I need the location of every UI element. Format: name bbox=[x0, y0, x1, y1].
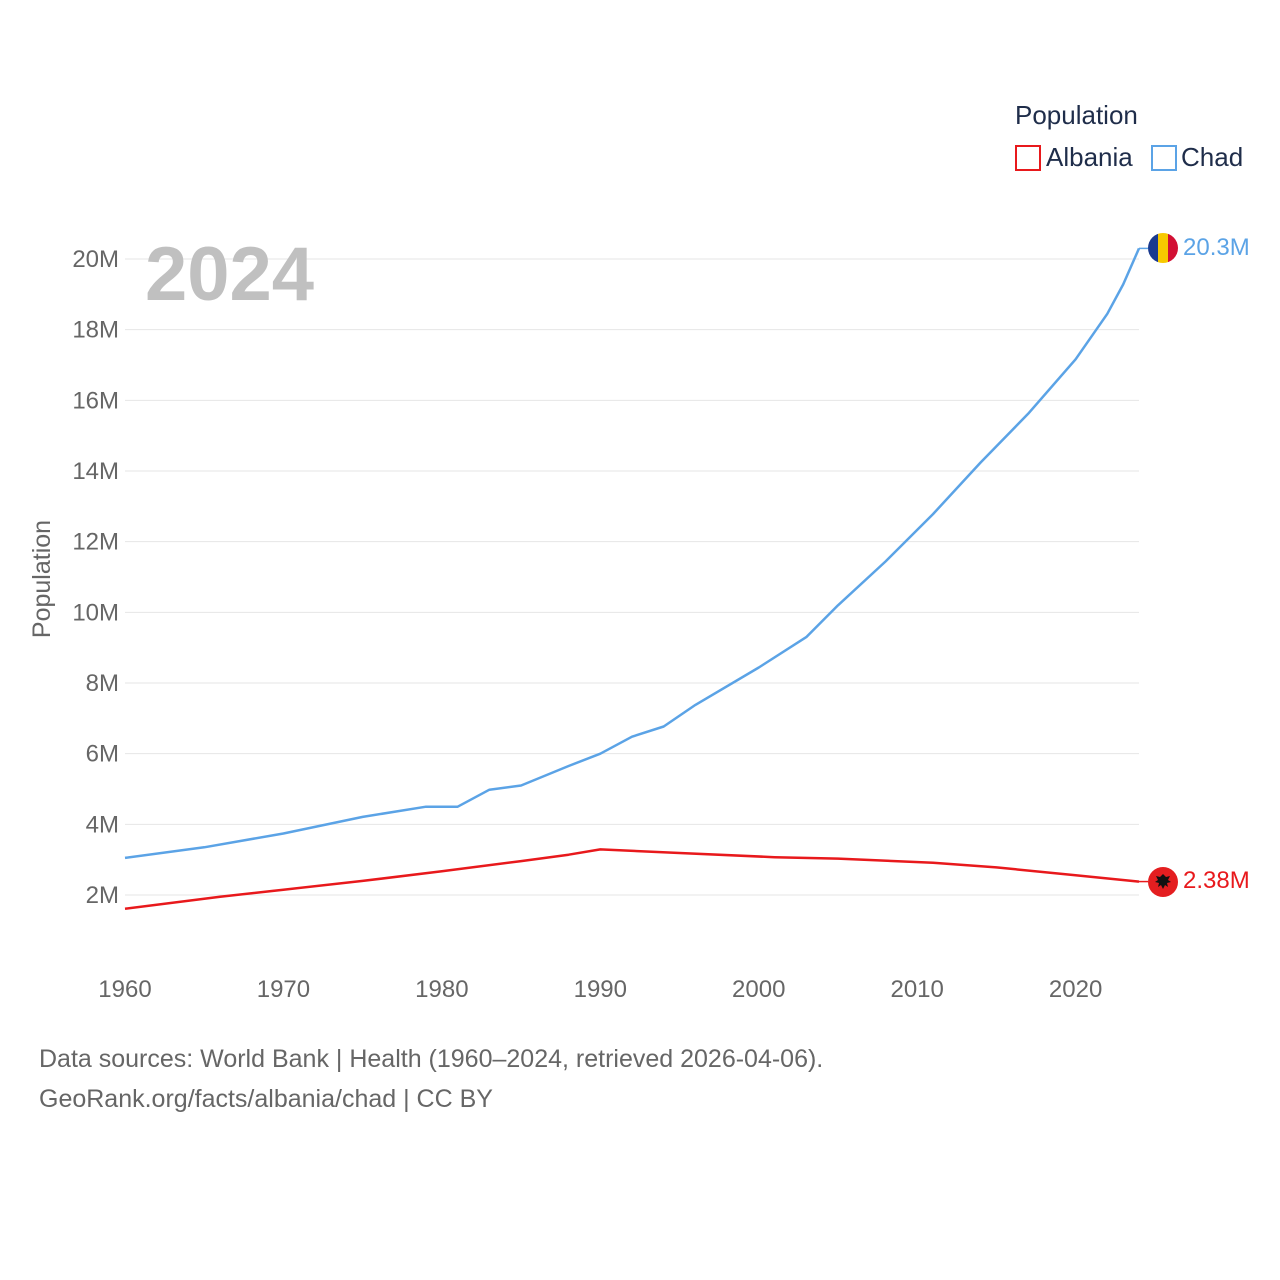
y-tick-label: 2M bbox=[86, 882, 119, 909]
legend-swatch-chad bbox=[1151, 145, 1177, 171]
albania-end-marker: 2.38M bbox=[1148, 867, 1250, 897]
x-tick-label: 2000 bbox=[732, 976, 785, 1003]
y-tick-label: 14M bbox=[72, 458, 119, 485]
y-tick-label: 4M bbox=[86, 811, 119, 838]
legend-swatch-albania bbox=[1015, 145, 1041, 171]
series-line-albania[interactable] bbox=[124, 848, 1140, 911]
albania-flag-icon bbox=[1148, 867, 1178, 897]
y-tick-label: 18M bbox=[72, 317, 119, 344]
legend: Population Albania Chad bbox=[1015, 100, 1243, 172]
albania-end-label: 2.38M bbox=[1183, 867, 1250, 894]
x-tick-label: 1980 bbox=[415, 976, 468, 1003]
year-label: 2024 bbox=[145, 232, 314, 317]
x-tick-label: 2020 bbox=[1049, 976, 1102, 1003]
x-axis-ticks: 1960 1970 1980 1990 2000 2010 2020 bbox=[98, 976, 1102, 1003]
series-line-chad[interactable] bbox=[124, 247, 1141, 860]
y-axis-label: Population bbox=[28, 520, 56, 638]
legend-label-chad: Chad bbox=[1181, 142, 1243, 172]
chad-end-label: 20.3M bbox=[1183, 234, 1250, 261]
chad-flag-icon bbox=[1148, 233, 1178, 263]
x-tick-label: 1960 bbox=[98, 976, 151, 1003]
grid-lines bbox=[125, 258, 1139, 896]
legend-title: Population bbox=[1015, 100, 1138, 130]
footer-sources: Data sources: World Bank | Health (1960–… bbox=[39, 1045, 824, 1073]
y-tick-label: 6M bbox=[86, 741, 119, 768]
y-tick-label: 16M bbox=[72, 387, 119, 414]
chad-end-marker: 20.3M bbox=[1148, 233, 1250, 263]
y-axis-ticks: 2M 4M 6M 8M 10M 12M 14M 16M 18M 20M bbox=[72, 246, 119, 909]
y-tick-label: 8M bbox=[86, 670, 119, 697]
x-tick-label: 1970 bbox=[257, 976, 310, 1003]
footer-url[interactable]: GeoRank.org/facts/albania/chad | CC BY bbox=[39, 1085, 493, 1113]
y-tick-label: 20M bbox=[72, 246, 119, 273]
y-tick-label: 12M bbox=[72, 529, 119, 556]
legend-item-albania[interactable]: Albania bbox=[1015, 142, 1133, 172]
legend-item-chad[interactable]: Chad bbox=[1151, 142, 1243, 172]
x-tick-label: 2010 bbox=[890, 976, 943, 1003]
y-tick-label: 10M bbox=[72, 599, 119, 626]
series-lines bbox=[124, 247, 1148, 911]
legend-label-albania: Albania bbox=[1046, 142, 1133, 172]
x-tick-label: 1990 bbox=[574, 976, 627, 1003]
